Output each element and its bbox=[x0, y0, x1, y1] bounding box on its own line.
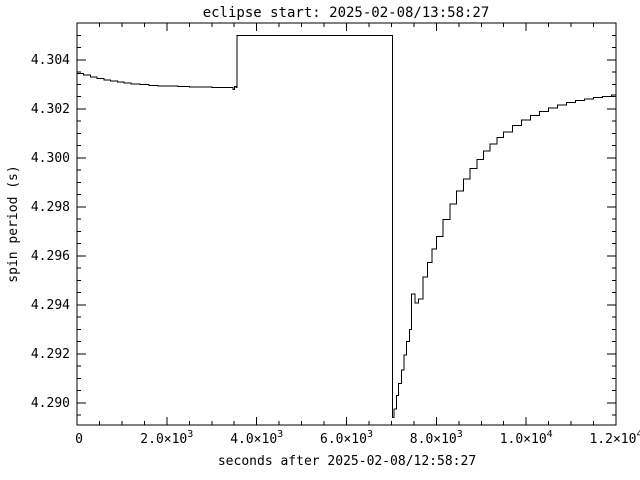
x-tick-label: 4.0×103 bbox=[230, 429, 283, 447]
chart-title: eclipse start: 2025-02-08/13:58:27 bbox=[203, 5, 490, 21]
y-tick-label: 4.292 bbox=[31, 347, 70, 362]
y-tick-label: 4.294 bbox=[31, 298, 70, 313]
y-tick-label: 4.296 bbox=[31, 249, 70, 264]
plot-area: 0 2.0×103 4.0×103 6.0×103 8.0×103 1.0×104 1.2×… bbox=[31, 22, 640, 447]
x-tick-label: 1.0×104 bbox=[500, 429, 553, 447]
x-tick-label: 0 bbox=[75, 432, 83, 447]
x-tick-label: 6.0×103 bbox=[320, 429, 373, 447]
y-tick-label: 4.304 bbox=[31, 53, 70, 68]
spin-period-curve bbox=[77, 34, 617, 419]
x-tick-label: 1.2×104 bbox=[590, 429, 640, 447]
y-tick-label: 4.300 bbox=[31, 151, 70, 166]
x-axis-title: seconds after 2025-02-08/12:58:27 bbox=[218, 454, 476, 469]
y-tick-label: 4.298 bbox=[31, 200, 70, 215]
y-tick-label: 4.302 bbox=[31, 102, 70, 117]
y-tick-label: 4.290 bbox=[31, 396, 70, 411]
x-tick-label: 8.0×103 bbox=[410, 429, 463, 447]
axes-frame bbox=[76, 22, 617, 426]
y-axis-title: spin period (s) bbox=[6, 165, 21, 282]
x-tick-label: 2.0×103 bbox=[140, 429, 193, 447]
